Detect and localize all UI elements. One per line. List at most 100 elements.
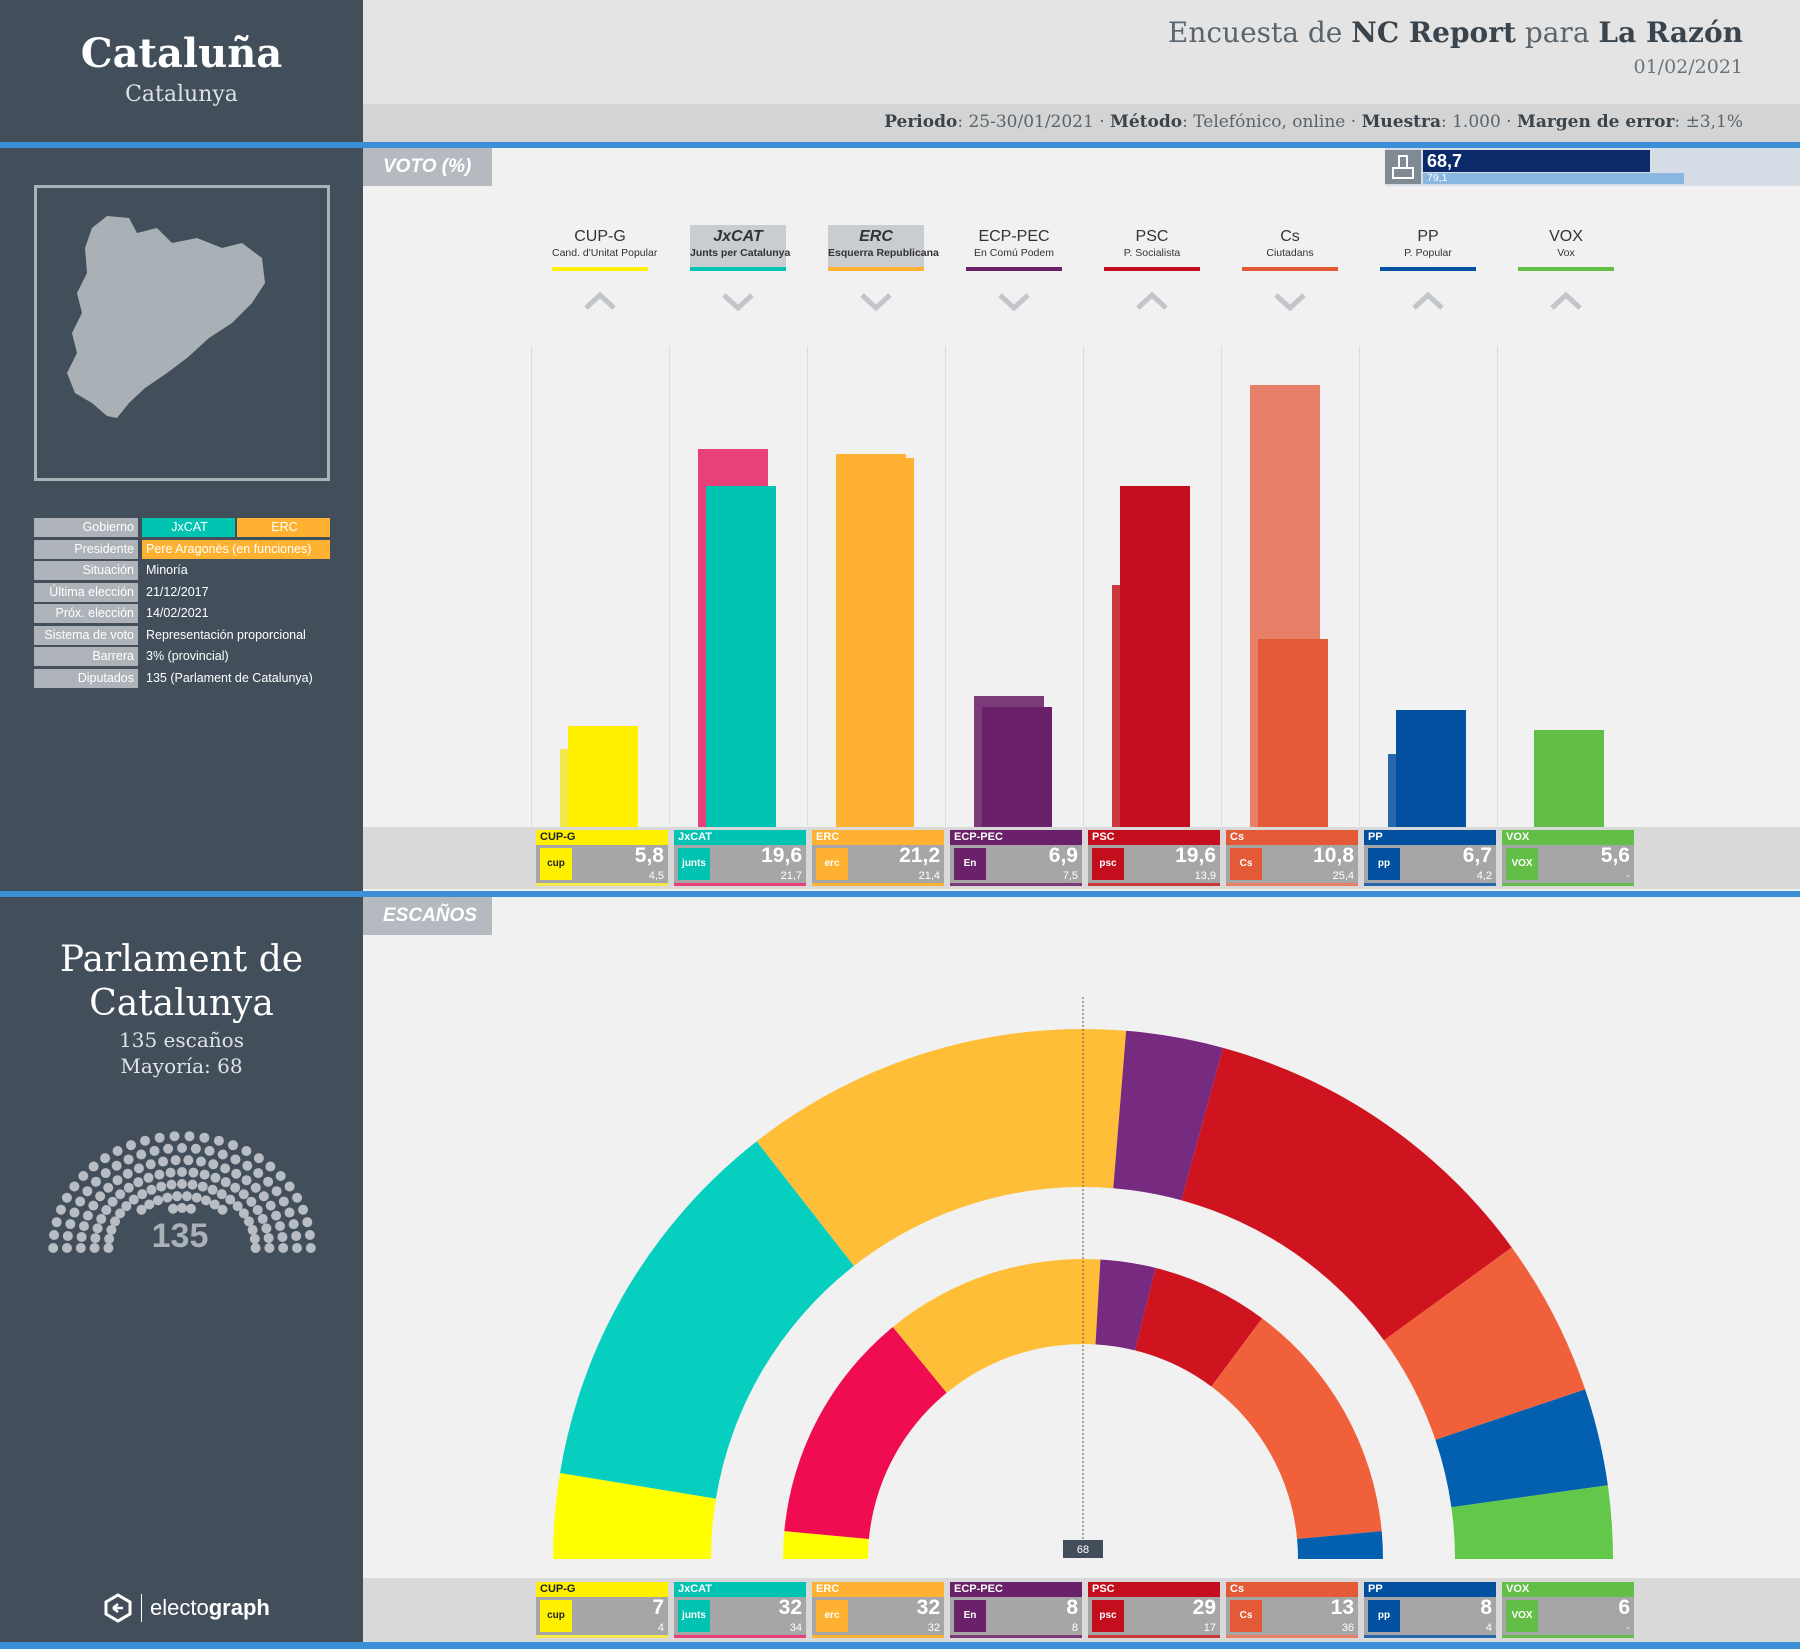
region-title: Cataluña [80, 30, 283, 77]
muestra-value: 1.000 [1452, 112, 1501, 132]
seat-dot [241, 1146, 252, 1157]
party-card-cup: CUP-G cup 7 4 [536, 1582, 668, 1638]
column-gridline [1497, 346, 1498, 826]
info-key: Próx. elección [34, 604, 138, 623]
bar-current-psc [1120, 485, 1190, 827]
seat-dot [238, 1189, 249, 1200]
seat-dot [185, 1203, 196, 1214]
seat-dot [277, 1231, 288, 1242]
party-header-vox: VOX Vox [1518, 225, 1614, 271]
party-color-line [552, 267, 648, 271]
seat-dot [184, 1131, 195, 1142]
card-main-value: 8 [1066, 1596, 1078, 1619]
party-card-cs: Cs Cs 13 36 [1226, 1582, 1358, 1638]
seat-arc-current-ecp [1113, 1030, 1224, 1201]
brand-name-bold: graph [208, 1595, 270, 1620]
parliament-majority: Mayoría: 68 [120, 1054, 243, 1078]
card-previous-value: 25,4 [1332, 870, 1354, 882]
seat-dot [95, 1191, 106, 1202]
seat-dot [154, 1132, 165, 1143]
survey-mid: para [1524, 16, 1590, 49]
cup-logo-icon: cup [540, 848, 572, 880]
seat-dot [156, 1181, 167, 1192]
seat-dot [250, 1243, 261, 1253]
bar-current-vox [1534, 729, 1604, 827]
info-value: 135 (Parlament de Catalunya) [146, 670, 313, 685]
divider-bottom [0, 1642, 1800, 1649]
chevron-down-icon [860, 293, 892, 312]
parliament-name-line1: Parlament de [59, 939, 304, 980]
party-header-pp: PP P. Popular [1380, 225, 1476, 271]
seat-dot [48, 1243, 59, 1253]
column-gridline [1083, 346, 1084, 826]
party-card-ecp: ECP-PEC En Comú Podem 8 8 [950, 1582, 1082, 1638]
seat-dot [104, 1233, 115, 1244]
seat-dot [144, 1199, 155, 1210]
seat-dot [231, 1168, 242, 1179]
seat-dot [90, 1176, 101, 1187]
brand-name-light: electo [150, 1595, 209, 1620]
turnout-current: 68,7 [1427, 151, 1463, 171]
seat-dot [75, 1196, 86, 1207]
seat-dot [201, 1195, 212, 1206]
survey-pollster: NC Report [1351, 16, 1516, 49]
card-previous-value: - [1626, 1622, 1630, 1634]
psc-logo-icon: psc [1092, 1600, 1124, 1632]
party-short-name: JxCAT [713, 228, 763, 245]
card-party-name: VOX [1502, 1582, 1634, 1597]
seat-dot [62, 1243, 72, 1253]
seat-dot [154, 1169, 165, 1180]
party-color-line [966, 267, 1062, 271]
seat-dot [140, 1135, 151, 1146]
card-underline [1364, 883, 1496, 886]
seat-dot [125, 1140, 136, 1151]
muestra-label: Muestra [1361, 112, 1441, 132]
info-key: Presidente [34, 539, 138, 559]
seat-dot [61, 1192, 72, 1203]
turnout-previous-bar [1423, 173, 1685, 184]
party-color-line [828, 267, 924, 271]
seat-dot [177, 1143, 187, 1153]
seat-dot [275, 1171, 286, 1182]
seat-dot [62, 1230, 73, 1241]
jxcat-logo-icon: junts [678, 1600, 710, 1632]
seat-dot [55, 1204, 66, 1215]
seat-dot [305, 1243, 316, 1253]
card-underline [1226, 883, 1358, 886]
seat-dot [247, 1224, 258, 1235]
jxcat-logo-icon: junts [678, 848, 710, 880]
seat-dot [115, 1208, 126, 1219]
party-short-name: Cs [1280, 228, 1300, 245]
card-main-value: 6 [1618, 1596, 1630, 1619]
seat-dot [291, 1230, 302, 1241]
seat-dot [106, 1224, 117, 1235]
card-party-name: JxCAT [674, 830, 806, 845]
turnout-box: 68,7 79,1 [1385, 148, 1800, 186]
bar-current-cup [568, 726, 638, 827]
seat-dot [187, 1179, 198, 1190]
info-value: 21/12/2017 [146, 584, 209, 599]
seat-dot [204, 1145, 215, 1156]
seat-dot [121, 1201, 132, 1212]
seat-dot [107, 1196, 118, 1207]
seat-dot [243, 1216, 254, 1227]
seat-dot [82, 1210, 93, 1221]
column-gridline [807, 346, 808, 826]
card-party-name: CUP-G [536, 830, 668, 845]
seat-dot [168, 1203, 179, 1214]
seat-dot [181, 1191, 192, 1202]
margen-label: Margen de error [1517, 112, 1675, 132]
party-short-name: ERC [859, 228, 893, 245]
card-underline [812, 1635, 944, 1638]
info-value: 3% (provincial) [146, 649, 229, 663]
card-party-name: CUP-G [536, 1582, 668, 1597]
seat-dot [49, 1229, 60, 1240]
card-party-name: Cs [1226, 1582, 1358, 1597]
party-full-name: Cand. d'Unitat Popular [552, 247, 658, 259]
card-underline [1226, 1635, 1358, 1638]
card-underline [950, 1635, 1082, 1638]
sidebar: Cataluña Catalunya Gobierno JxCAT ERC Presi… [0, 0, 363, 1649]
seat-dot [213, 1135, 224, 1146]
divider-top [0, 142, 1800, 148]
party-card-jxcat: JxCAT junts 19,6 21,7 [674, 830, 806, 886]
